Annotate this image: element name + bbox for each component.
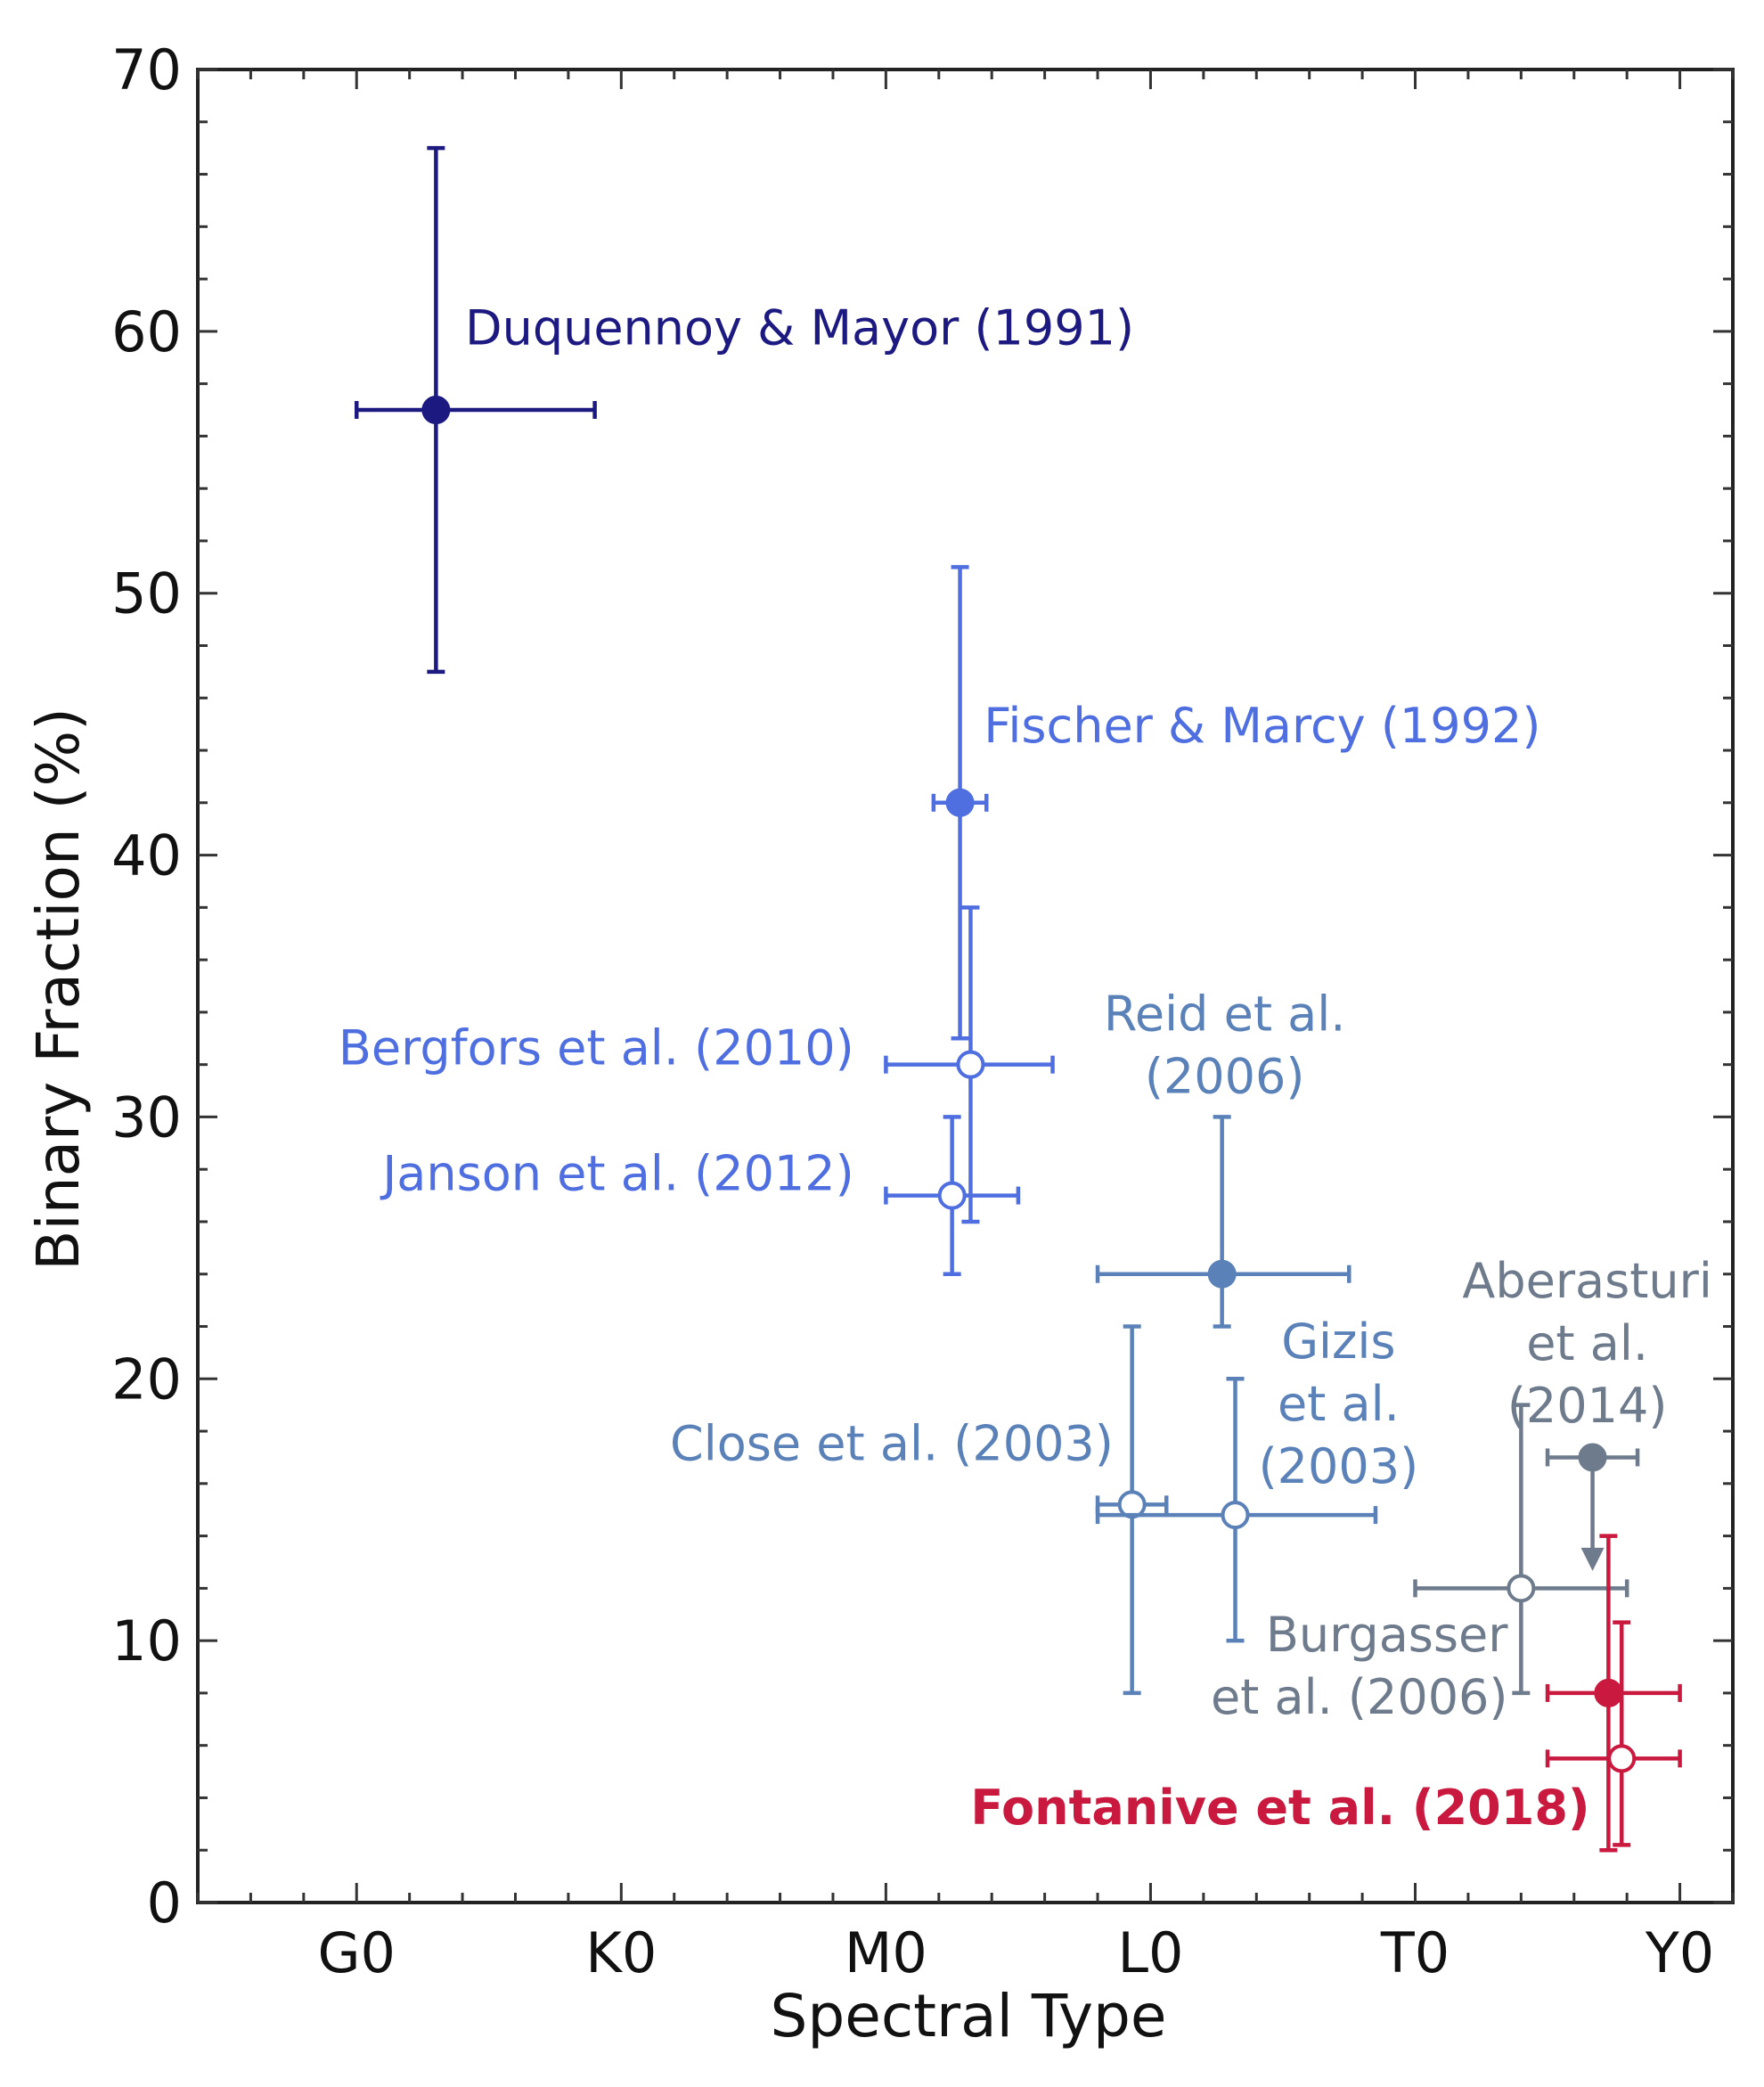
y-tick-label: 60 — [111, 299, 182, 364]
axis-ticks — [196, 68, 1735, 1904]
series-label: Aberasturi — [1462, 1253, 1711, 1309]
y-tick-label: 10 — [111, 1608, 182, 1674]
series-layer — [354, 145, 1682, 1853]
series-point — [1095, 1377, 1378, 1643]
series-label: et al. (2006) — [1211, 1669, 1508, 1725]
series-point — [1413, 1403, 1629, 1696]
upper-limit-arrow-head — [1580, 1547, 1605, 1571]
series-label: Bergfors et al. (2010) — [339, 1020, 854, 1076]
x-tick-labels: G0 K0 M0 L0 T0 Y0 — [317, 1920, 1714, 1985]
x-tick-label: T0 — [1380, 1920, 1450, 1985]
x-tick-label: M0 — [845, 1920, 927, 1985]
data-point-marker — [1207, 1259, 1237, 1289]
series-point — [1545, 1443, 1640, 1571]
y-tick-label: 70 — [111, 37, 182, 102]
y-tick-label: 30 — [111, 1084, 182, 1150]
series-label: Gizis — [1281, 1314, 1395, 1370]
y-tick-label: 20 — [111, 1346, 182, 1412]
x-tick-label: Y0 — [1645, 1920, 1714, 1985]
data-point-marker — [1221, 1501, 1250, 1530]
series-labels: Duquennoy & Mayor (1991) Fischer & Marcy … — [339, 300, 1712, 1836]
x-tick-label: L0 — [1117, 1920, 1183, 1985]
data-point-marker — [956, 1050, 985, 1079]
series-label: Burgasser — [1266, 1607, 1508, 1663]
series-label: Janson et al. (2012) — [380, 1146, 853, 1202]
series-label: Duquennoy & Mayor (1991) — [465, 300, 1134, 356]
x-axis-title: Spectral Type — [770, 1982, 1166, 2050]
data-point-marker — [421, 396, 451, 425]
series-point — [1095, 1324, 1169, 1696]
series-point — [884, 1115, 1021, 1276]
series-label: Reid et al. — [1104, 986, 1346, 1042]
series-point — [1095, 1115, 1352, 1329]
y-axis-title: Binary Fraction (%) — [24, 708, 93, 1271]
data-point-marker — [1507, 1574, 1536, 1603]
y-tick-labels: 0 10 20 30 40 50 60 70 — [111, 37, 182, 1936]
y-tick-label: 0 — [147, 1870, 182, 1936]
series-label: Fischer & Marcy (1992) — [984, 698, 1540, 754]
series-label: Close et al. (2003) — [670, 1415, 1114, 1471]
data-point-marker — [1607, 1744, 1637, 1773]
series-point — [884, 905, 1055, 1224]
data-point-marker — [1594, 1678, 1623, 1707]
plot-border — [196, 68, 1735, 1904]
data-point-marker — [945, 788, 975, 817]
x-tick-label: K0 — [585, 1920, 657, 1985]
plot-frame — [196, 68, 1735, 1904]
series-label: et al. — [1526, 1315, 1648, 1371]
series-label: Fontanive et al. (2018) — [970, 1780, 1589, 1836]
series-point — [931, 565, 989, 1041]
series-point — [1545, 1620, 1682, 1847]
x-tick-label: G0 — [317, 1920, 396, 1985]
series-point — [354, 145, 597, 675]
y-tick-label: 50 — [111, 561, 182, 626]
data-point-marker — [937, 1181, 967, 1210]
data-point-marker — [1578, 1443, 1607, 1472]
series-label: et al. — [1278, 1376, 1400, 1432]
series-label: (2003) — [1259, 1438, 1419, 1494]
series-label: (2006) — [1145, 1048, 1305, 1104]
y-tick-label: 40 — [111, 823, 182, 888]
series-label: (2014) — [1507, 1378, 1668, 1434]
